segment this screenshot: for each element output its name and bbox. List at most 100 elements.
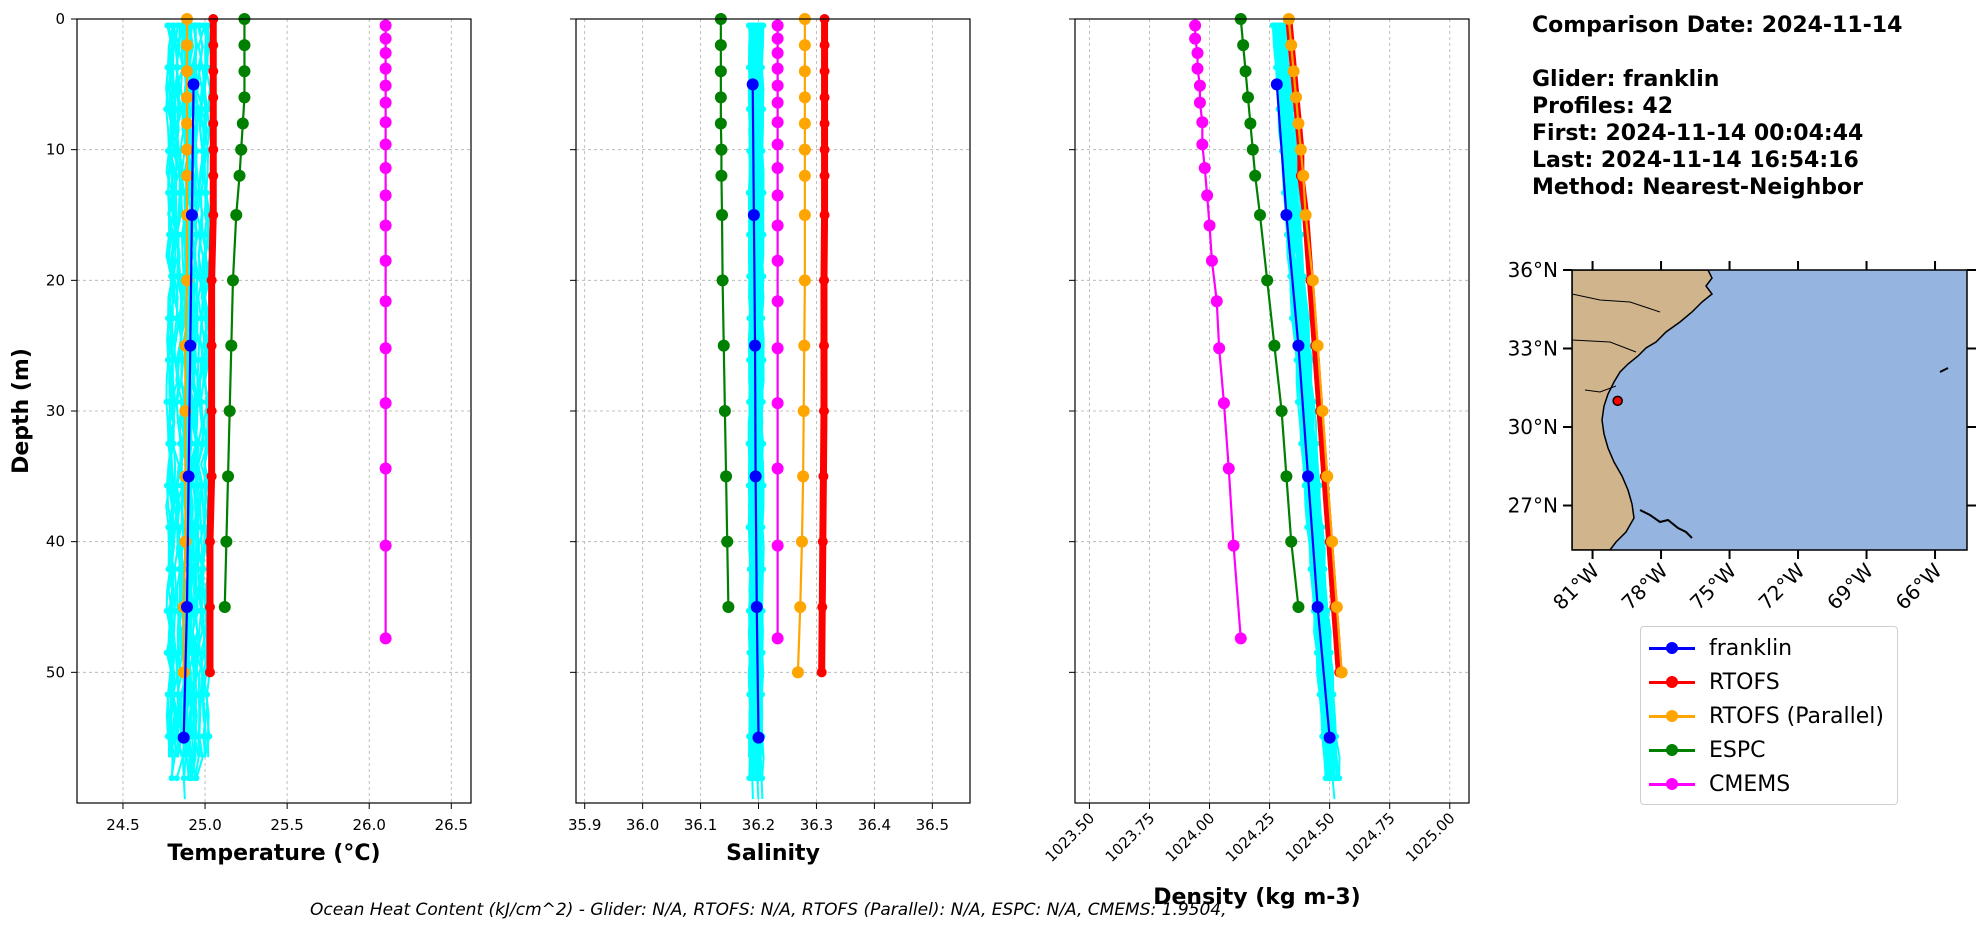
series-point: [208, 40, 219, 51]
series-line: [751, 84, 760, 738]
glider-profile-point: [746, 733, 753, 740]
series-point: [1191, 46, 1204, 59]
glider-profile-point: [196, 273, 203, 280]
glider-profile-point: [164, 733, 171, 740]
lat-tick-label: 30°N: [1508, 415, 1558, 439]
y-axis-label: Depth (m): [9, 348, 34, 474]
glider-profile-point: [165, 524, 172, 531]
glider-profile-point: [174, 106, 181, 113]
series-point: [379, 46, 392, 59]
glider-profile-point: [177, 440, 184, 447]
series-point: [187, 78, 200, 91]
glider-profile-point: [746, 357, 753, 364]
series-point: [818, 275, 829, 286]
series-point: [714, 39, 727, 52]
series-point: [208, 210, 219, 220]
series-point: [798, 65, 811, 78]
series-point: [747, 209, 760, 221]
glider-name: Glider: franklin: [1532, 67, 1720, 92]
legend-item: ESPC: [1649, 735, 1766, 765]
glider-profile-point: [192, 733, 199, 740]
series-point: [791, 666, 804, 679]
glider-profile-point: [167, 147, 174, 154]
glider-profile-point: [194, 566, 201, 573]
series-point: [379, 219, 392, 232]
glider-profile-point: [199, 566, 206, 573]
series-point: [379, 254, 392, 267]
series-point: [238, 65, 251, 78]
bahamas-islands: [1639, 509, 1693, 539]
glider-profile-point: [1307, 440, 1314, 447]
series-point: [1244, 117, 1257, 130]
glider-profile-point: [1326, 775, 1333, 782]
series-point: [1294, 143, 1307, 156]
glider-profile-point: [166, 231, 173, 238]
series-point: [716, 209, 729, 221]
x-tick-label: 36.0: [626, 816, 659, 834]
series-point: [1222, 462, 1235, 475]
glider-profile-point: [204, 733, 211, 740]
legend-label: ESPC: [1709, 737, 1766, 763]
y-tick-label: 20: [46, 271, 65, 289]
series-point: [771, 116, 784, 129]
legend-item: franklin: [1649, 633, 1792, 663]
state-border: [1572, 339, 1637, 353]
series-point: [226, 274, 239, 287]
series-point: [798, 209, 811, 221]
glider-profile-point: [167, 440, 174, 447]
series-point: [177, 666, 190, 679]
glider-profile-point: [1317, 524, 1324, 531]
glider-profile-point: [747, 273, 754, 280]
series-point: [771, 632, 784, 645]
glider-profile-point: [746, 22, 753, 29]
glider-profile-line: [196, 25, 206, 758]
series-point: [1280, 470, 1293, 483]
lon-tick-label: 66°W: [1891, 558, 1947, 614]
series-point: [714, 117, 727, 130]
series-point: [771, 219, 784, 232]
series-cmems: [1189, 19, 1247, 645]
series-point: [817, 536, 828, 547]
comparison-date: Comparison Date: 2024-11-14: [1532, 13, 1903, 38]
glider-profile-point: [195, 106, 202, 113]
glider-profile-point: [195, 398, 202, 405]
series-point: [1335, 666, 1348, 679]
series-point: [720, 470, 733, 483]
glider-profile-point: [199, 147, 206, 154]
series-franklin: [177, 78, 200, 744]
series-point: [1196, 116, 1209, 129]
legend-swatch: [1649, 672, 1695, 692]
profile-panel-3: 1023.50 1023.75 1024.00 1024.25 1024.50 1024.…: [1042, 13, 1470, 910]
glider-profile-point: [197, 64, 204, 71]
glider-profile-point: [169, 775, 176, 782]
series-point: [717, 339, 730, 352]
glider-profile-point: [177, 315, 184, 322]
series-point: [1290, 91, 1303, 104]
series-point: [1306, 274, 1319, 287]
series-point: [798, 91, 811, 104]
series-point: [1270, 78, 1283, 91]
y-tick-label: 30: [46, 402, 65, 420]
series-point: [179, 535, 192, 548]
series-point: [750, 601, 763, 613]
series-point: [715, 143, 728, 156]
glider-profile-point: [191, 775, 198, 782]
glider-profile-point: [165, 315, 172, 322]
series-point: [379, 397, 392, 410]
series-point: [208, 170, 219, 181]
glider-profile-point: [751, 691, 758, 698]
series-point: [798, 39, 811, 52]
y-tick-label: 50: [46, 663, 65, 681]
glider-profile-point: [173, 231, 180, 238]
glider-profile-point: [165, 22, 172, 29]
series-point: [797, 405, 810, 417]
glider-profile-point: [163, 398, 170, 405]
series-point: [1330, 601, 1343, 613]
glider-profile-point: [1296, 273, 1303, 280]
series-point: [1205, 254, 1218, 267]
x-tick-label: 1025.00: [1402, 809, 1459, 866]
glider-profiles: [1269, 22, 1343, 800]
series-point: [817, 602, 828, 612]
series-point: [746, 78, 759, 91]
series-point: [722, 601, 735, 613]
